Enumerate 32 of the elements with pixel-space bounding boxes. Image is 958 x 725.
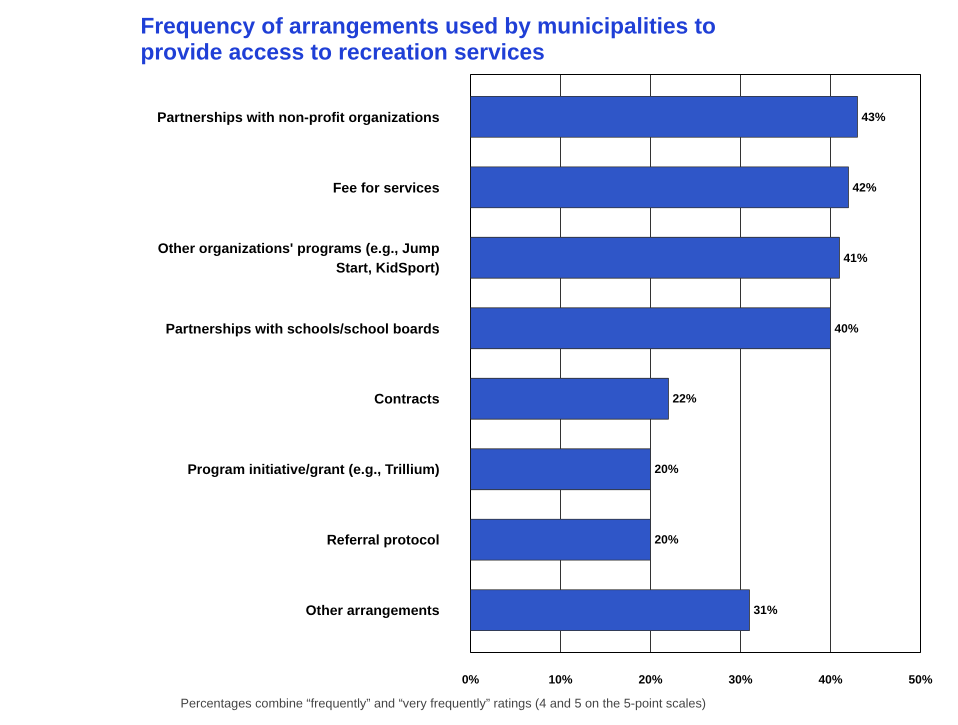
data-label: 40% (834, 321, 859, 336)
x-tick-label: 30% (728, 672, 753, 686)
y-tick-label: Contracts (374, 390, 440, 407)
data-label: 20% (654, 532, 679, 547)
bar (470, 307, 831, 350)
x-tick-label: 0% (462, 672, 480, 686)
bar (470, 448, 651, 490)
y-tick-label: Partnerships with schools/school boards (166, 320, 440, 336)
y-tick-label: Program initiative/grant (e.g., Trillium) (187, 461, 440, 478)
bar (470, 166, 849, 208)
bar (470, 378, 669, 420)
data-label: 42% (852, 180, 877, 194)
chart-title: Frequency of arrangements used by municipalities to provide access to recreation services (140, 12, 716, 64)
y-tick-label: Other arrangements (306, 602, 440, 618)
text: Percentages combine “frequently” and “very frequently” ratings (4 and 5 on the 5-point scales) (180, 696, 706, 710)
y-tick-label: Partnerships with non-profit organizations (157, 108, 440, 125)
x-tick-label: 20% (638, 672, 663, 686)
bar (470, 518, 651, 561)
data-label: 20% (654, 462, 679, 476)
x-tick-label: 50% (908, 672, 933, 686)
x-tick-label: 10% (548, 672, 573, 686)
y-tick-label: Other organizations' programs (e.g., Jump Start, KidSport) (158, 240, 440, 276)
data-label: 43% (862, 110, 886, 124)
x-tick-label: 40% (818, 672, 843, 686)
data-label: 41% (844, 250, 868, 265)
data-label: 31% (754, 603, 778, 618)
y-tick-label: Fee for services (332, 179, 440, 196)
bar (470, 589, 750, 632)
bar (470, 236, 840, 279)
bar (470, 96, 858, 138)
y-tick-label: Referral protocol (326, 532, 440, 548)
data-label: 22% (672, 392, 697, 406)
